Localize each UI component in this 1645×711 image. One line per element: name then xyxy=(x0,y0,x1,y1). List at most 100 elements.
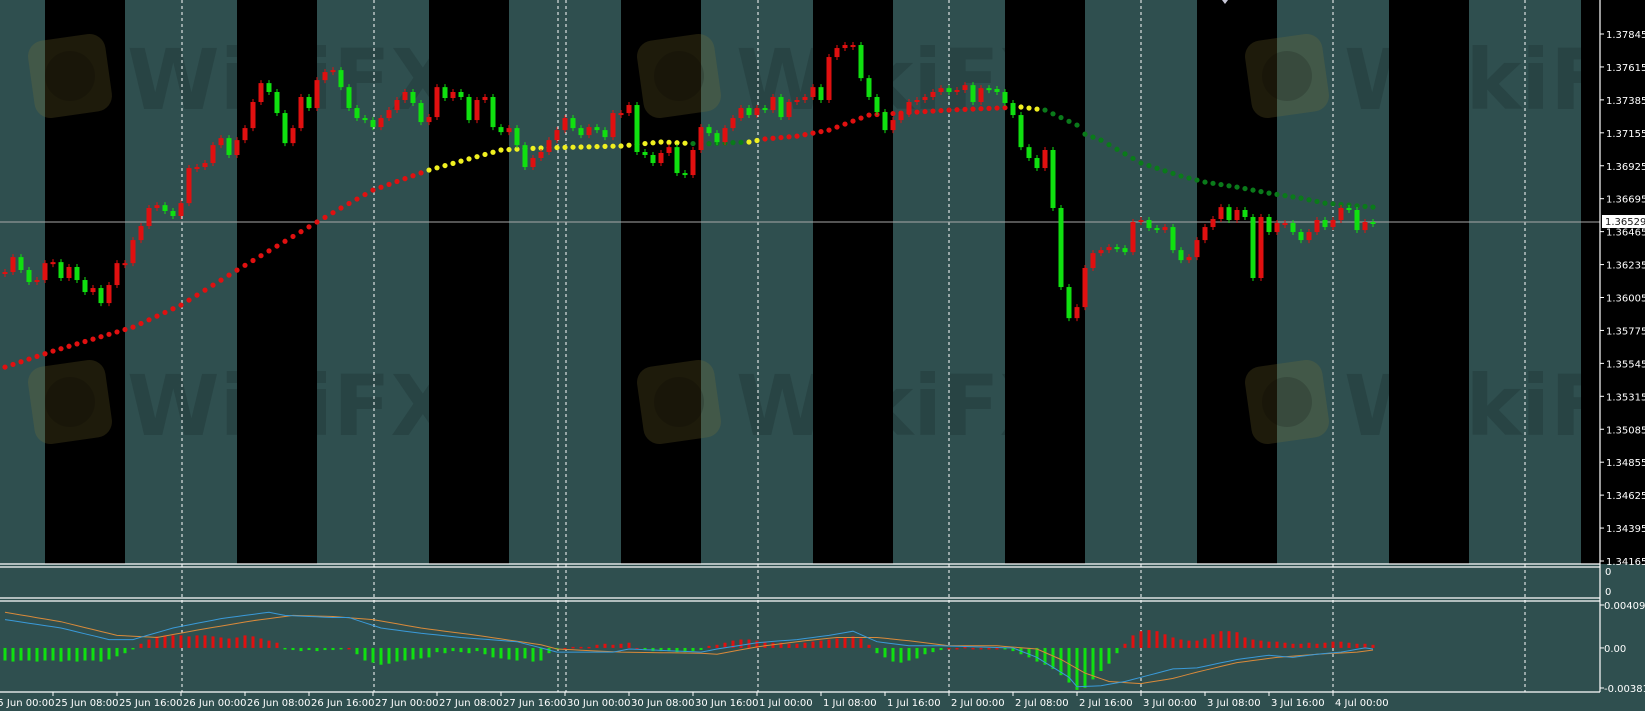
ma-dot xyxy=(18,359,24,365)
candle xyxy=(762,108,768,111)
ma-dot xyxy=(402,176,408,182)
session-band xyxy=(429,0,509,564)
candle xyxy=(882,112,888,131)
candle xyxy=(322,72,328,81)
candle xyxy=(386,110,392,119)
wikifx-logo-icon xyxy=(637,360,721,444)
macd-histogram-bar xyxy=(1107,647,1111,664)
macd-histogram-bar xyxy=(467,647,471,654)
macd-histogram-bar xyxy=(171,635,175,648)
ma-dot xyxy=(1018,104,1024,110)
time-tick-label: 27 Jun 00:00 xyxy=(375,698,439,709)
ma-dot xyxy=(322,214,328,220)
macd-histogram-bar xyxy=(43,647,47,661)
macd-histogram-bar xyxy=(523,647,527,659)
macd-histogram-bar xyxy=(1307,642,1311,648)
ma-dot xyxy=(346,200,352,207)
ma-dot xyxy=(2,364,8,370)
macd-histogram-bar xyxy=(1299,643,1303,648)
price-tick-label: 1.34625 xyxy=(1606,491,1645,502)
macd-histogram-bar xyxy=(547,647,551,654)
candle xyxy=(522,145,528,168)
ma-dot xyxy=(554,144,560,151)
price-tick-label: 1.37845 xyxy=(1606,30,1645,41)
candle xyxy=(1274,223,1280,233)
ma-dot xyxy=(250,257,256,264)
candle xyxy=(826,57,832,101)
indicator-axis: 00 xyxy=(1605,567,1611,598)
candle xyxy=(202,163,208,168)
macd-histogram-bar xyxy=(1211,634,1215,648)
candle xyxy=(10,257,16,273)
candle xyxy=(1114,247,1120,250)
ma-dot xyxy=(162,309,168,316)
ma-dot xyxy=(1202,179,1208,185)
candle xyxy=(962,85,968,90)
ma-dot xyxy=(770,135,776,141)
price-tick-label: 1.34165 xyxy=(1606,557,1645,568)
price-tick-label: 1.34855 xyxy=(1606,458,1645,469)
macd-histogram-bar xyxy=(331,647,335,651)
ma-dot xyxy=(186,297,192,303)
ma-dot xyxy=(850,118,856,124)
macd-histogram-bar xyxy=(483,647,487,655)
wikifx-logo-mark xyxy=(1262,51,1312,101)
ma-dot xyxy=(114,329,120,335)
ma-dot xyxy=(442,162,448,169)
macd-histogram-bar xyxy=(1339,641,1343,648)
candle xyxy=(138,226,144,241)
candle xyxy=(362,118,368,121)
candle xyxy=(354,108,360,119)
macd-histogram-bar xyxy=(939,647,943,651)
candle xyxy=(610,113,616,138)
candle xyxy=(1058,207,1064,288)
macd-histogram-bar xyxy=(603,643,607,648)
ma-dot xyxy=(1210,180,1216,186)
price-tick-label: 1.36235 xyxy=(1606,261,1645,272)
candle xyxy=(1002,91,1008,104)
ma-dot xyxy=(154,313,160,319)
macd-histogram-bar xyxy=(931,647,935,653)
macd-histogram-bar xyxy=(51,647,55,661)
ma-dot xyxy=(626,142,632,148)
session-bands xyxy=(45,0,1645,564)
ma-dot xyxy=(1250,187,1256,193)
macd-histogram-bar xyxy=(411,647,415,660)
candle xyxy=(586,127,592,136)
wikifx-logo-icon xyxy=(1245,360,1329,444)
macd-histogram-bar xyxy=(987,647,991,650)
candle xyxy=(1074,307,1080,319)
macd-histogram-bar xyxy=(427,647,431,658)
watermark-text: WikiFX xyxy=(736,357,1064,455)
scroll-marker-icon[interactable] xyxy=(1222,0,1228,4)
ma-dot xyxy=(50,348,56,354)
candle xyxy=(1266,217,1272,233)
ma-dot xyxy=(690,140,696,147)
wikifx-logo-icon xyxy=(1245,34,1329,118)
macd-histogram-bar xyxy=(1243,637,1247,648)
ma-dot xyxy=(938,107,944,114)
candle xyxy=(1322,220,1328,228)
ma-dot xyxy=(1114,146,1120,152)
macd-histogram-bar xyxy=(99,647,103,662)
ma-dot xyxy=(1002,105,1008,111)
macd-histogram-bar xyxy=(179,635,183,648)
ma-dot xyxy=(474,154,480,160)
macd-histogram-bar xyxy=(395,647,399,662)
candle xyxy=(1098,250,1104,254)
macd-histogram-bar xyxy=(731,640,735,648)
ma-dot xyxy=(1106,142,1112,148)
candle xyxy=(1282,223,1288,226)
ma-dot xyxy=(834,124,840,130)
candle xyxy=(1106,247,1112,251)
price-tick-label: 1.36465 xyxy=(1606,228,1645,239)
candle xyxy=(42,263,48,281)
macd-histogram-bar xyxy=(123,647,127,654)
candle xyxy=(34,280,40,283)
candle xyxy=(666,147,672,154)
ma-dot xyxy=(978,106,984,112)
macd-histogram-bar xyxy=(507,647,511,660)
price-axis[interactable]: 1.37845 1.37615 1.37385 1.37155 1.36925 1.366… xyxy=(1600,30,1645,568)
